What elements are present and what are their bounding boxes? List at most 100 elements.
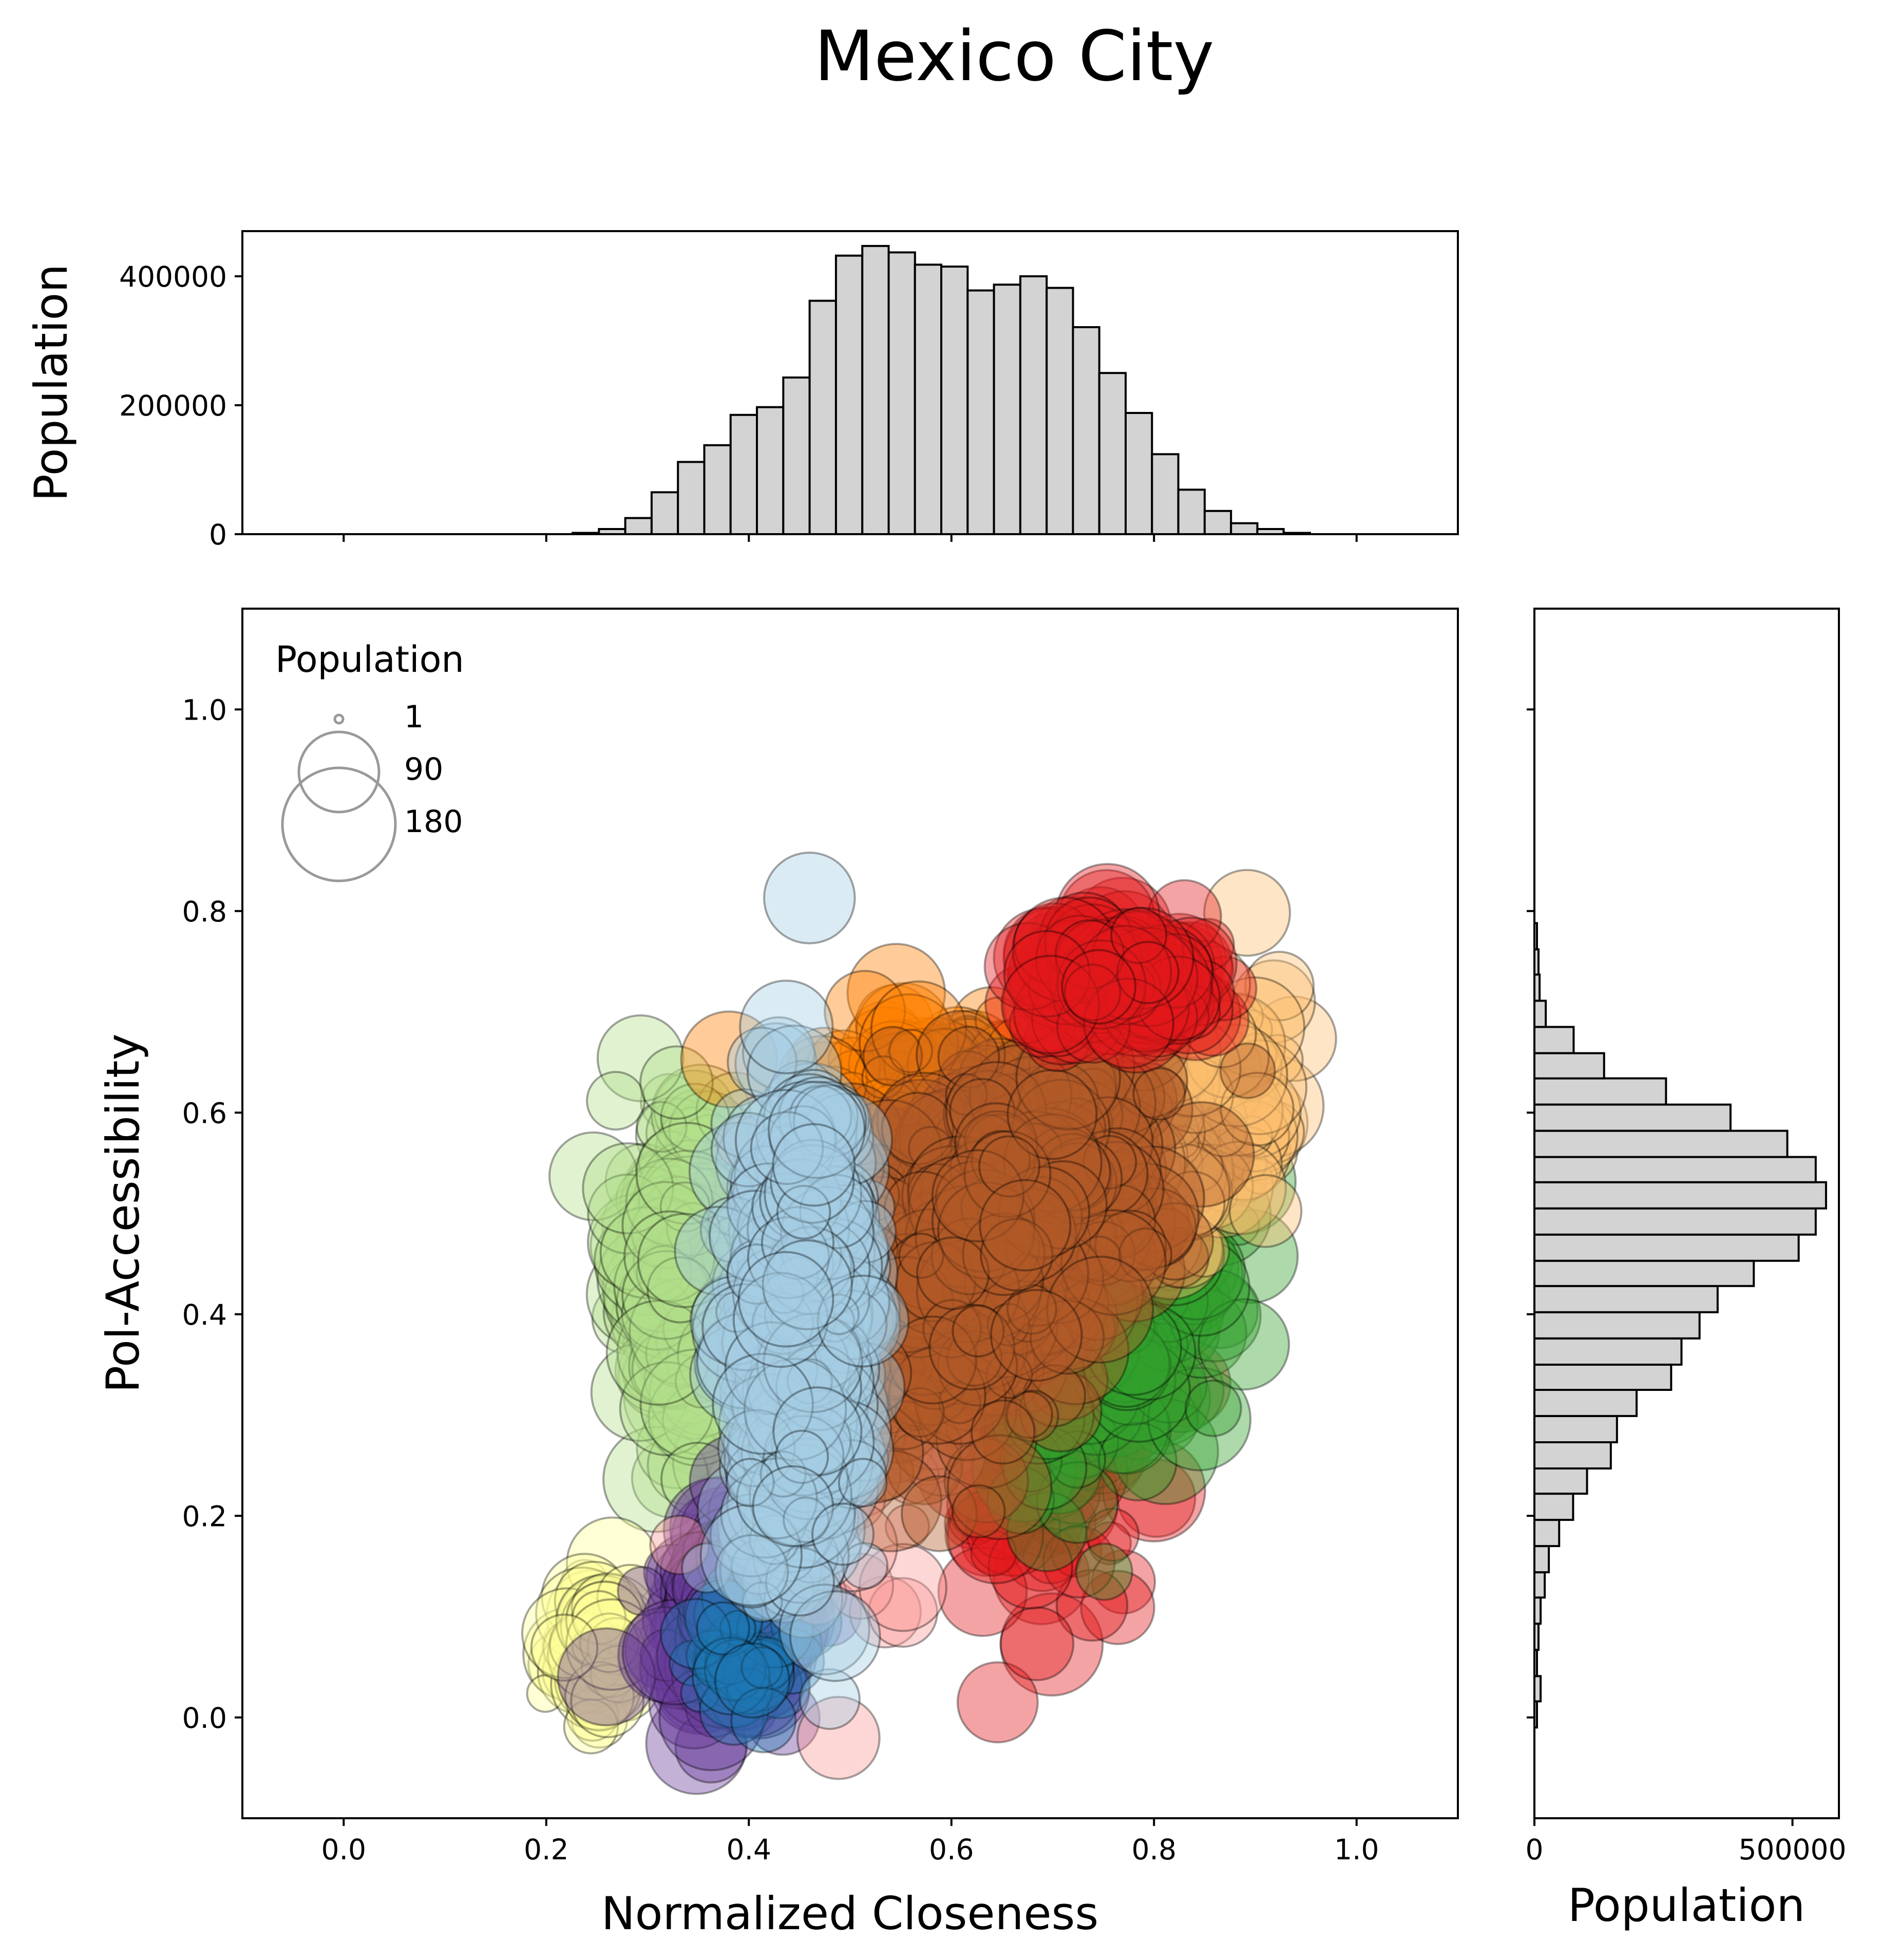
- scatter-point: [726, 1635, 789, 1699]
- scatter-point: [527, 1630, 595, 1699]
- scatter-point: [637, 1155, 745, 1263]
- scatter-point: [1001, 1331, 1058, 1388]
- scatter-point: [1040, 1290, 1134, 1384]
- scatter-point: [1036, 1389, 1082, 1435]
- scatter-point: [1052, 1393, 1152, 1495]
- scatter-point: [1075, 1542, 1133, 1601]
- scatter-point: [643, 1543, 701, 1601]
- scatter-point: [1040, 1408, 1119, 1486]
- scatter-point: [623, 1274, 676, 1326]
- scatter-point: [693, 1580, 763, 1651]
- histogram-bar: [1533, 1207, 1817, 1236]
- scatter-point: [717, 1610, 761, 1653]
- scatter-point: [1069, 1364, 1134, 1429]
- scatter-point: [625, 1143, 727, 1245]
- scatter-point: [706, 1634, 811, 1740]
- scatter-point: [1131, 1199, 1236, 1304]
- scatter-point: [617, 1328, 710, 1420]
- size-legend-label: 1: [404, 699, 424, 735]
- scatter-point: [1018, 1352, 1102, 1436]
- scatter-point: [640, 1289, 731, 1380]
- scatter-point: [1087, 1270, 1176, 1359]
- scatter-point: [972, 1278, 1073, 1379]
- scatter-point: [1028, 1282, 1132, 1385]
- scatter-point: [937, 1546, 1028, 1637]
- scatter-point: [673, 1538, 764, 1630]
- x-tick-label: 0: [1526, 1833, 1544, 1866]
- scatter-point: [658, 1108, 730, 1180]
- scatter-point: [1117, 1259, 1204, 1346]
- scatter-point: [753, 1580, 801, 1628]
- scatter-point: [629, 1277, 736, 1386]
- scatter-point: [705, 1541, 756, 1592]
- scatter-point: [570, 1605, 639, 1674]
- scatter-point: [1056, 1455, 1104, 1503]
- scatter-point: [699, 1543, 799, 1644]
- scatter-point: [701, 1524, 800, 1623]
- histogram-bar: [1072, 326, 1100, 535]
- scatter-point: [1051, 1292, 1135, 1376]
- scatter-point: [696, 1315, 800, 1418]
- scatter-point: [616, 1287, 690, 1362]
- scatter-point: [1015, 1333, 1089, 1408]
- scatter-point: [675, 1566, 771, 1662]
- scatter-point: [706, 1640, 804, 1738]
- scatter-point: [707, 1612, 759, 1664]
- scatter-point: [776, 1620, 823, 1667]
- scatter-point: [659, 1539, 767, 1646]
- scatter-point: [1016, 1342, 1122, 1448]
- scatter-point: [560, 1580, 652, 1672]
- histogram-bar: [1533, 1233, 1800, 1262]
- scatter-point: [1088, 1521, 1132, 1566]
- scatter-point: [726, 1574, 815, 1664]
- scatter-point: [966, 1489, 1024, 1547]
- scatter-point: [689, 1620, 759, 1691]
- histogram-bar: [914, 263, 942, 535]
- scatter-point: [1096, 1278, 1194, 1376]
- scatter-point: [725, 1566, 825, 1666]
- scatter-point: [1055, 1411, 1146, 1502]
- scatter-point: [729, 1577, 829, 1678]
- scatter-point: [628, 1323, 715, 1410]
- histogram-bar: [1533, 1467, 1588, 1495]
- scatter-point: [635, 1122, 738, 1225]
- scatter-point: [975, 1455, 1064, 1543]
- scatter-point: [558, 1578, 643, 1664]
- scatter-point: [704, 1633, 757, 1686]
- scatter-point: [989, 1211, 1087, 1309]
- scatter-point: [655, 1307, 720, 1372]
- scatter-point: [1048, 1273, 1125, 1350]
- scatter-point: [674, 1585, 783, 1694]
- scatter-point: [1137, 1204, 1227, 1294]
- scatter-point: [645, 1319, 714, 1388]
- scatter-point: [1067, 1319, 1155, 1407]
- scatter-point: [522, 1607, 617, 1702]
- scatter-point: [717, 1590, 816, 1689]
- scatter-point: [642, 1580, 721, 1660]
- scatter-point: [622, 1144, 719, 1241]
- scatter-point: [1129, 1345, 1208, 1424]
- scatter-point: [704, 1221, 774, 1292]
- scatter-point: [710, 1538, 766, 1593]
- histogram-bar: [650, 491, 679, 536]
- scatter-point: [1041, 1452, 1118, 1529]
- scatter-point: [666, 1271, 750, 1354]
- scatter-point: [988, 1413, 1035, 1460]
- scatter-point: [702, 1620, 766, 1683]
- scatter-point: [990, 1289, 1083, 1382]
- scatter-point: [541, 1553, 629, 1641]
- scatter-point: [655, 1106, 737, 1189]
- scatter-point: [729, 1562, 806, 1640]
- scatter-point: [650, 1597, 714, 1661]
- scatter-point: [1065, 1422, 1126, 1482]
- scatter-point: [770, 1586, 843, 1659]
- scatter-point: [706, 1659, 738, 1691]
- scatter-point: [638, 1252, 697, 1311]
- scatter-point: [701, 1570, 759, 1628]
- histogram-bar: [677, 461, 706, 536]
- scatter-point: [1141, 1240, 1199, 1298]
- scatter-point: [1102, 1438, 1206, 1543]
- scatter-point: [1143, 1340, 1232, 1428]
- scatter-point: [1052, 1378, 1139, 1464]
- scatter-point: [590, 1198, 685, 1293]
